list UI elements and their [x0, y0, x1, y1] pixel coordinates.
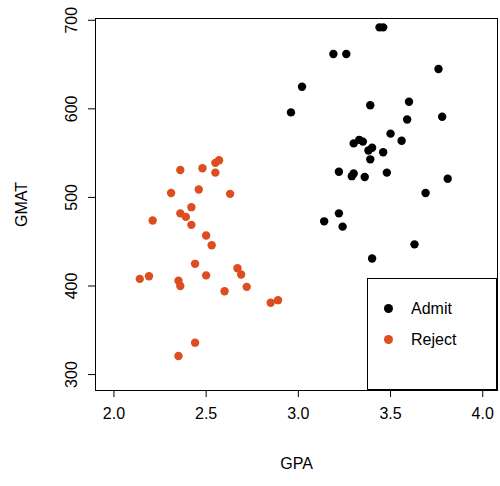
svg-text:3.0: 3.0: [287, 405, 309, 422]
svg-text:400: 400: [63, 273, 80, 300]
svg-text:2.5: 2.5: [195, 405, 217, 422]
svg-text:700: 700: [63, 7, 80, 34]
svg-text:500: 500: [63, 184, 80, 211]
svg-text:4.0: 4.0: [472, 405, 494, 422]
html-text:Admit: Admit: [411, 299, 452, 317]
svg-text:GPA: GPA: [280, 455, 313, 472]
svg-text:2.0: 2.0: [103, 405, 125, 422]
svg-text:GMAT: GMAT: [13, 182, 30, 227]
svg-text:3.5: 3.5: [379, 405, 401, 422]
svg-text:300: 300: [63, 361, 80, 388]
html-text:Reject: Reject: [411, 330, 457, 348]
svg-text:600: 600: [63, 95, 80, 122]
